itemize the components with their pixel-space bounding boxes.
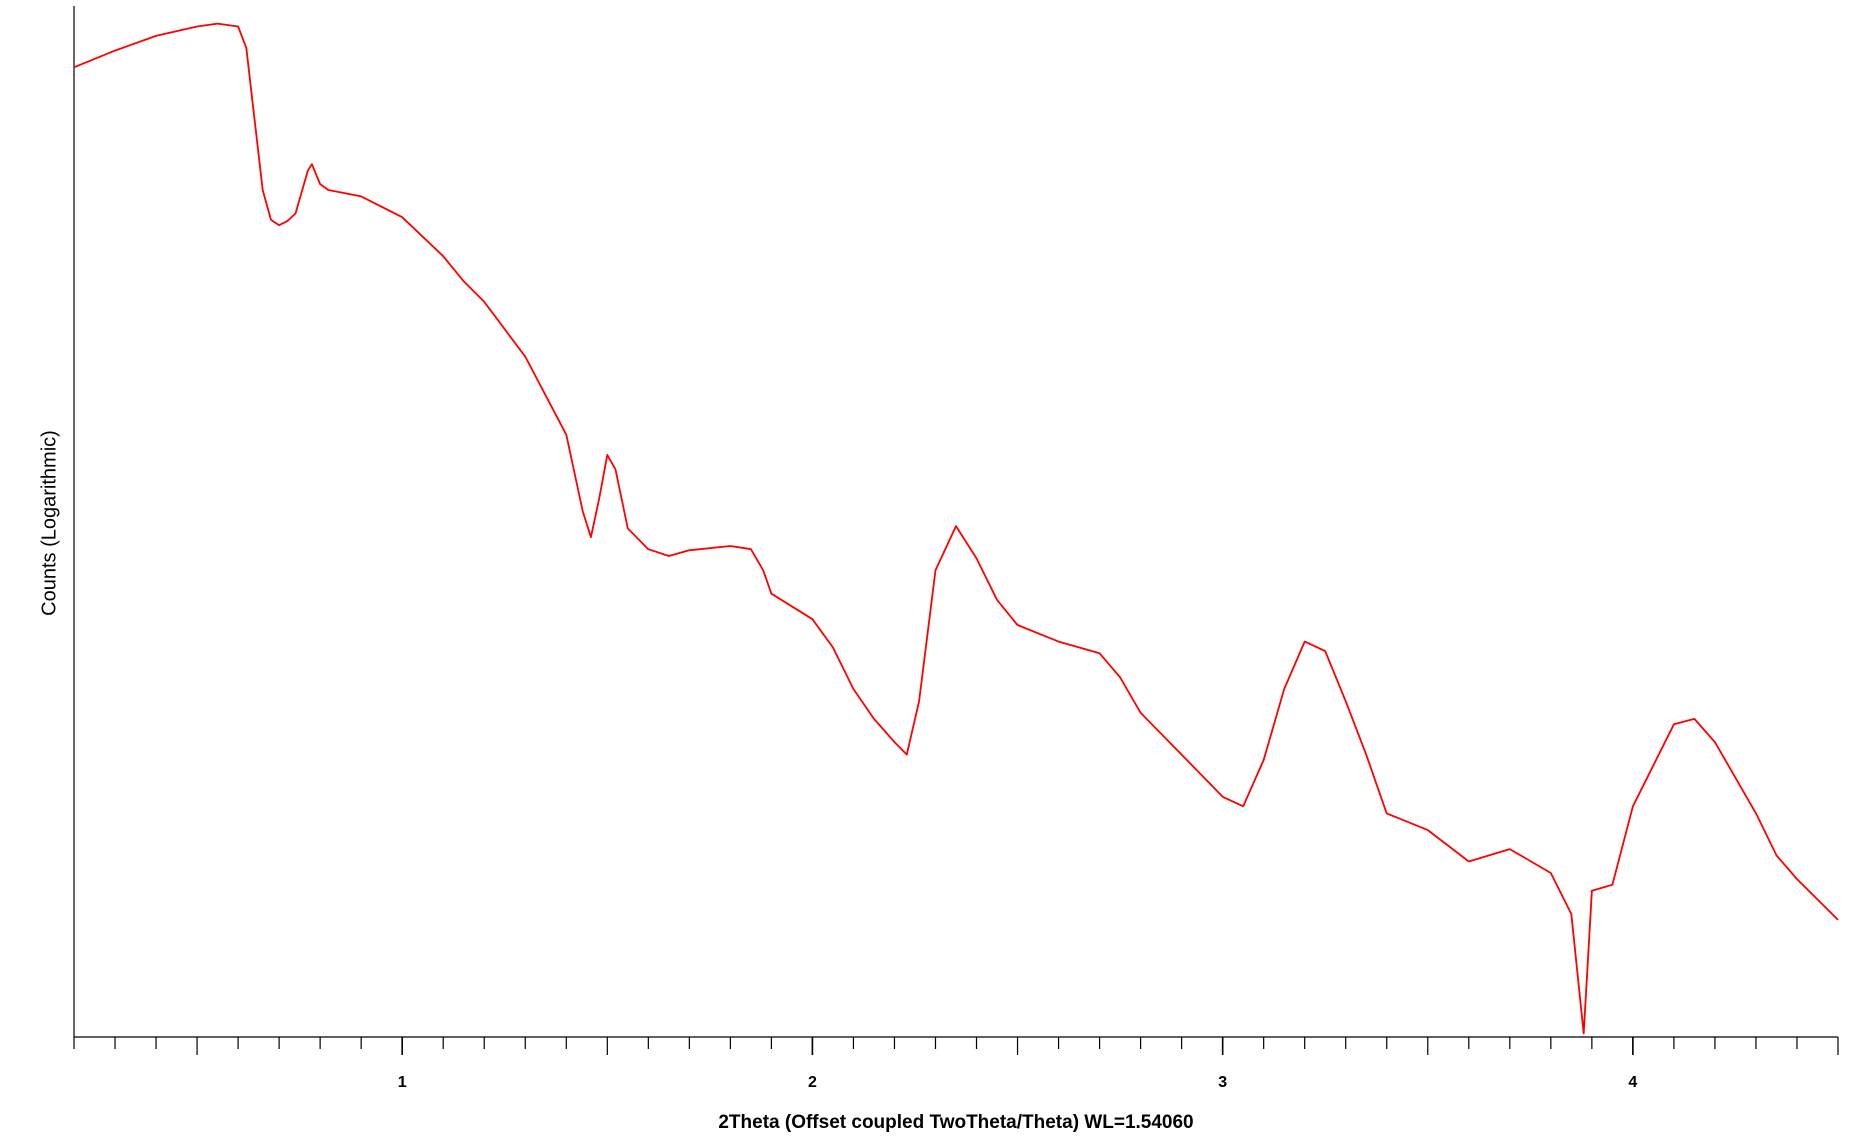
x-axis-title: 2Theta (Offset coupled TwoTheta/Theta) W… [718, 1112, 1193, 1133]
x-tick-label: 3 [1218, 1074, 1227, 1091]
data-line [73, 22, 1839, 1035]
x-tick-label: 1 [398, 1074, 407, 1091]
x-tick-label: 2 [808, 1074, 817, 1091]
y-axis-title: Counts (Logarithmic) [38, 430, 60, 616]
x-tick-label: 4 [1628, 1074, 1637, 1091]
